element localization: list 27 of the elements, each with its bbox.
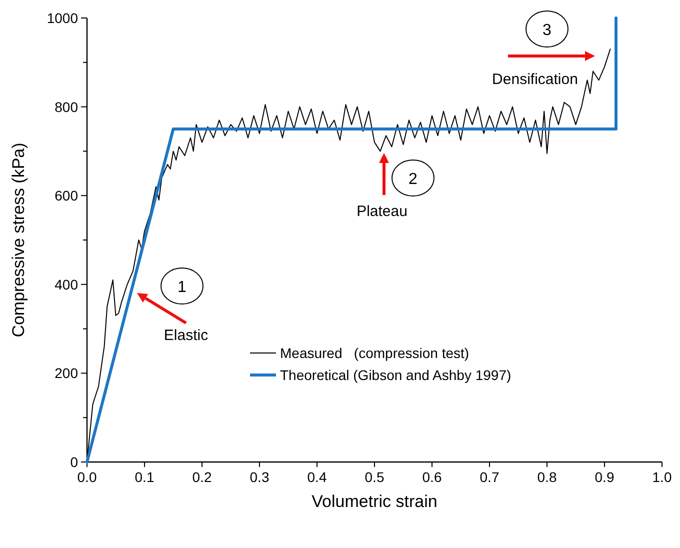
y-tick-label: 400 bbox=[54, 276, 78, 292]
x-tick-label: 1.0 bbox=[652, 469, 672, 485]
annotation: Plateau bbox=[356, 203, 408, 220]
y-axis-title: Compressive stress (kPa) bbox=[9, 142, 28, 338]
x-tick-label: 0.7 bbox=[480, 469, 500, 485]
y-tick-label: 600 bbox=[54, 188, 78, 204]
x-tick-label: 0.2 bbox=[192, 469, 212, 485]
x-tick-label: 0.4 bbox=[307, 469, 327, 485]
x-tick-label: 0.9 bbox=[594, 469, 614, 485]
x-tick-label: 0.1 bbox=[134, 469, 154, 485]
x-axis-title: Volumetric strain bbox=[312, 492, 438, 511]
annotation: 1 bbox=[178, 279, 187, 296]
y-tick-label: 0 bbox=[70, 454, 78, 470]
x-tick-label: 0.3 bbox=[250, 469, 270, 485]
annotation: 3 bbox=[542, 22, 552, 39]
y-tick-label: 200 bbox=[54, 365, 78, 382]
legend-label: Theoretical (Gibson and Ashby 1997) bbox=[280, 367, 512, 383]
annotation: Elastic bbox=[164, 327, 209, 344]
annotation: Densification bbox=[492, 71, 578, 88]
x-tick-label: 0.8 bbox=[537, 469, 557, 485]
y-tick-label: 1000 bbox=[46, 10, 78, 26]
x-tick-label: 0.0 bbox=[77, 469, 97, 485]
legend-label: Measured (compression test) bbox=[280, 345, 470, 361]
y-tick-label: 800 bbox=[54, 98, 78, 115]
x-tick-label: 0.6 bbox=[422, 469, 442, 485]
x-tick-label: 0.5 bbox=[364, 469, 384, 485]
annotation: 2 bbox=[408, 171, 418, 188]
